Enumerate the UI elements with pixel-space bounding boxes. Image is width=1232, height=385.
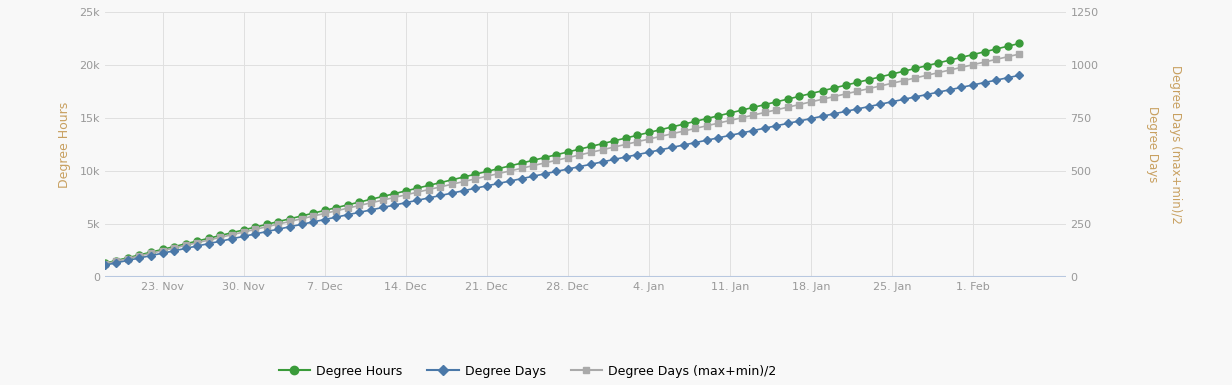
Degree Hours (1011, 41, 1026, 46)
Degree Days (max+min)/2 (376, 198, 391, 203)
Degree Days (max+min)/2 (1011, 52, 1026, 56)
Degree Days (202, 241, 217, 246)
Degree Hours (526, 158, 541, 162)
Text: Degree Days: Degree Days (1146, 106, 1158, 182)
Degree Hours (202, 236, 217, 241)
Degree Days (max+min)/2 (340, 206, 355, 211)
Degree Days (340, 213, 355, 217)
Degree Hours (39, 275, 54, 280)
Degree Hours (329, 205, 344, 210)
Degree Days (376, 205, 391, 210)
Degree Hours (954, 55, 968, 60)
Y-axis label: Degree Days (max+min)/2: Degree Days (max+min)/2 (1169, 65, 1181, 224)
Legend: Degree Hours, Degree Days, Degree Days (max+min)/2: Degree Hours, Degree Days, Degree Days (… (274, 360, 781, 383)
Degree Days (max+min)/2 (202, 238, 217, 242)
Line: Degree Hours: Degree Hours (43, 40, 1023, 281)
Degree Days (max+min)/2 (329, 209, 344, 213)
Degree Days (max+min)/2 (526, 163, 541, 168)
Degree Days (1011, 73, 1026, 78)
Line: Degree Days (max+min)/2: Degree Days (max+min)/2 (44, 51, 1023, 280)
Degree Days (39, 275, 54, 280)
Degree Days (max+min)/2 (39, 275, 54, 280)
Degree Days (954, 85, 968, 90)
Degree Hours (340, 203, 355, 207)
Degree Days (max+min)/2 (954, 65, 968, 70)
Degree Days (526, 174, 541, 179)
Degree Hours (376, 194, 391, 199)
Line: Degree Days: Degree Days (44, 72, 1023, 280)
Y-axis label: Degree Hours: Degree Hours (58, 101, 71, 187)
Degree Days (329, 215, 344, 219)
